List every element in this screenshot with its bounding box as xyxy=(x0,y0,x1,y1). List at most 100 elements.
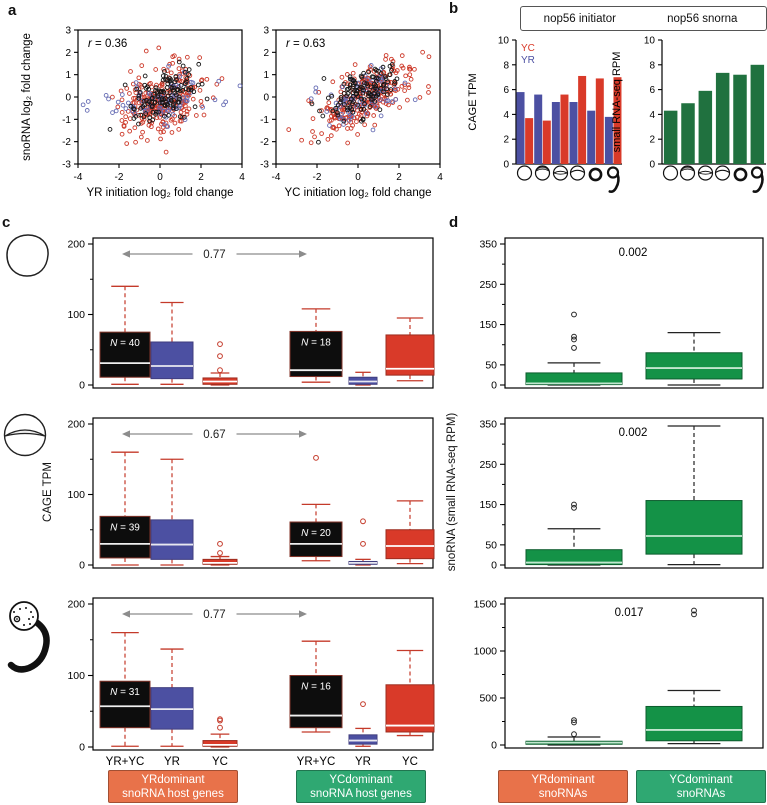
d3-svg: 0 500 1000 1500 0.017 xyxy=(474,597,764,752)
svg-text:0.002: 0.002 xyxy=(619,427,648,439)
svg-text:N = 39: N = 39 xyxy=(110,522,140,533)
svg-text:0: 0 xyxy=(79,742,85,754)
svg-text:YC: YC xyxy=(402,756,418,768)
a2-svg: -3 -2 -1 0 1 2 3 -4 -2 0 2 4 r = 0.63 YC initiation l… xyxy=(260,26,443,200)
scatter-yr-initiation-vs-snorna: -3 -2 -1 0 1 2 3 -4 -2 0 2 4 r = 0.36 YR initiation l… xyxy=(14,14,266,214)
svg-text:0: 0 xyxy=(503,160,509,171)
svg-text:0.77: 0.77 xyxy=(203,609,225,621)
svg-text:250: 250 xyxy=(479,279,497,291)
svg-text:-4: -4 xyxy=(74,172,83,183)
svg-text:YC: YC xyxy=(521,43,535,54)
a1-svg: -3 -2 -1 0 1 2 3 -4 -2 0 2 4 r = 0.36 YR initiation l… xyxy=(21,26,245,200)
epiboly-30-icon xyxy=(552,165,568,181)
label-yc-dominant-host-genes: YCdominant snoRNA host genes xyxy=(296,770,426,803)
svg-text:-1: -1 xyxy=(260,115,269,126)
svg-text:N = 18: N = 18 xyxy=(301,337,331,348)
boxplot-cage-tpm-sphere: 0 100 200 0.67 N = 39 N = 20 xyxy=(58,410,440,572)
svg-text:0: 0 xyxy=(263,93,269,104)
svg-text:2: 2 xyxy=(65,48,71,59)
svg-text:0: 0 xyxy=(79,560,85,572)
svg-text:1500: 1500 xyxy=(474,599,498,611)
germ-ring-icon xyxy=(570,165,586,181)
panel-d-label: d xyxy=(449,214,459,231)
svg-text:3: 3 xyxy=(263,26,269,37)
footer-line: YRdominant xyxy=(141,774,205,786)
svg-text:150: 150 xyxy=(479,319,497,331)
row-icon-hatched-larva xyxy=(2,598,58,676)
svg-text:r = 0.36: r = 0.36 xyxy=(88,38,127,50)
footer-line: snoRNAs xyxy=(676,788,726,800)
svg-text:0: 0 xyxy=(157,172,163,183)
svg-text:10: 10 xyxy=(644,36,656,47)
svg-text:100: 100 xyxy=(67,670,85,682)
svg-text:1: 1 xyxy=(263,70,269,81)
svg-text:0: 0 xyxy=(65,93,71,104)
svg-text:3: 3 xyxy=(65,26,71,37)
svg-text:-1: -1 xyxy=(62,115,71,126)
bar-chart-nop56-snorna: 0 2 4 6 8 10 small RNA-seq RPM xyxy=(606,28,767,180)
footer-line: snoRNA host genes xyxy=(310,788,412,800)
svg-text:small RNA-seq RPM: small RNA-seq RPM xyxy=(611,52,623,153)
panel-a-label: a xyxy=(8,2,17,19)
svg-text:4: 4 xyxy=(649,110,655,121)
svg-text:250: 250 xyxy=(479,459,497,471)
svg-text:YR: YR xyxy=(355,756,371,768)
svg-text:2: 2 xyxy=(503,135,509,146)
c3-svg: 0 100 200 0.77 N = 31 N = 16 YR+YC YR YC YR+YC YR Y… xyxy=(67,597,435,768)
larva-icon xyxy=(606,166,620,193)
svg-text:N = 20: N = 20 xyxy=(301,528,331,539)
svg-text:YR+YC: YR+YC xyxy=(106,756,145,768)
svg-text:0: 0 xyxy=(491,380,497,392)
svg-text:YC initiation log₂ fold change: YC initiation log₂ fold change xyxy=(284,187,431,199)
svg-text:50: 50 xyxy=(485,539,497,551)
svg-text:snoRNA log₂ fold change: snoRNA log₂ fold change xyxy=(21,33,33,161)
svg-text:2: 2 xyxy=(649,135,655,146)
tailbud-icon xyxy=(588,167,603,182)
svg-text:6: 6 xyxy=(503,85,509,96)
footer-line: YRdominant xyxy=(531,774,595,786)
bar-chart-nop56-initiator: 0 2 4 6 8 10 CAGE TPM YC YR xyxy=(462,28,632,180)
footer-line: YCdominant xyxy=(329,774,393,786)
svg-text:0: 0 xyxy=(491,560,497,572)
svg-text:8: 8 xyxy=(649,60,655,71)
germ-ring-icon xyxy=(715,165,731,181)
stage-icons-snorna xyxy=(662,165,766,201)
label-yr-dominant-snornas: YRdominant snoRNAs xyxy=(498,770,628,803)
svg-text:2: 2 xyxy=(396,172,402,183)
row-icon-one-cell-embryo xyxy=(4,232,52,282)
boxplot-cage-tpm-larva: 0 100 200 0.77 N = 31 N = 16 YR+YC YR YC YR+YC YR Y… xyxy=(58,590,440,780)
panel-b-label: b xyxy=(449,0,459,17)
larva-icon xyxy=(750,166,764,193)
svg-text:0: 0 xyxy=(491,740,497,752)
footer-line: snoRNAs xyxy=(538,788,588,800)
footer-line: YCdominant xyxy=(669,774,733,786)
svg-text:150: 150 xyxy=(479,499,497,511)
stage-icons-initiator xyxy=(516,165,622,201)
d2-svg: 0 50 150 250 350 0.002 xyxy=(479,417,764,572)
svg-text:2: 2 xyxy=(198,172,204,183)
boxplot-snorna-rpm-larva: 0 500 1000 1500 0.017 xyxy=(453,590,767,752)
svg-text:N = 16: N = 16 xyxy=(301,682,331,693)
panel-c-y-axis-label: CAGE TPM xyxy=(42,462,54,522)
svg-text:200: 200 xyxy=(67,599,85,611)
blastula-icon xyxy=(680,165,696,181)
d1-svg: 0 50 150 250 350 0.002 xyxy=(479,237,764,392)
svg-text:4: 4 xyxy=(503,110,509,121)
svg-text:50: 50 xyxy=(485,359,497,371)
svg-text:YR: YR xyxy=(521,55,535,66)
svg-text:N = 31: N = 31 xyxy=(110,687,140,698)
svg-text:YR initiation log₂ fold change: YR initiation log₂ fold change xyxy=(86,187,233,199)
svg-text:YC: YC xyxy=(212,756,228,768)
tailbud-icon xyxy=(733,167,747,182)
svg-text:-3: -3 xyxy=(260,160,269,171)
svg-text:2: 2 xyxy=(263,48,269,59)
svg-text:-2: -2 xyxy=(62,137,71,148)
svg-text:4: 4 xyxy=(437,172,443,183)
c1-svg: 0 100 200 0.77 N = 40 N = 18 xyxy=(67,237,435,392)
svg-text:0.67: 0.67 xyxy=(203,429,225,441)
svg-text:-3: -3 xyxy=(62,160,71,171)
svg-text:1000: 1000 xyxy=(474,646,498,658)
svg-text:0: 0 xyxy=(79,380,85,392)
